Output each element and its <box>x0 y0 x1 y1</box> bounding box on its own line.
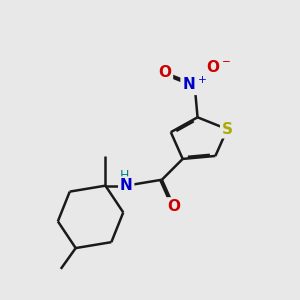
Text: O: O <box>167 199 180 214</box>
Text: O: O <box>158 65 171 80</box>
Text: H: H <box>120 169 129 182</box>
Text: N$^+$: N$^+$ <box>182 76 207 93</box>
Text: N: N <box>120 178 133 193</box>
Text: S: S <box>222 122 233 137</box>
Text: O$^-$: O$^-$ <box>206 59 231 75</box>
